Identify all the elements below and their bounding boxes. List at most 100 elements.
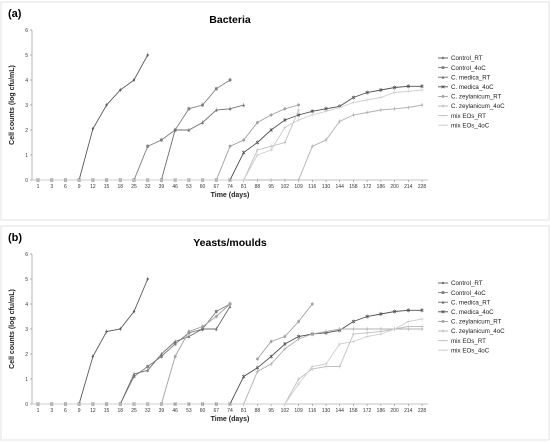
x-tick-label: 3 bbox=[50, 184, 53, 190]
x-tick-label: 6 bbox=[64, 408, 67, 414]
legend-entry: C. medica_RT bbox=[438, 74, 491, 81]
data-point bbox=[173, 342, 177, 346]
data-point bbox=[393, 107, 396, 111]
data-point bbox=[283, 178, 287, 182]
x-tick-label: 15 bbox=[104, 184, 110, 190]
y-axis-label: Cell counts (log cfu/mL) bbox=[9, 65, 16, 145]
data-point bbox=[132, 375, 136, 378]
data-point bbox=[297, 103, 300, 107]
data-point bbox=[283, 342, 287, 346]
data-point bbox=[91, 127, 95, 131]
panel-letter: (a) bbox=[8, 8, 22, 20]
data-point bbox=[214, 87, 218, 91]
x-tick-label: 228 bbox=[418, 184, 427, 190]
x-tick-label: 25 bbox=[131, 184, 137, 190]
data-point bbox=[256, 121, 259, 124]
data-point bbox=[201, 103, 204, 107]
data-point bbox=[283, 347, 287, 351]
legend-label: C. zeylanicum_RT bbox=[451, 94, 502, 101]
legend-entry: C. zeylanicum_4oC bbox=[438, 328, 505, 335]
x-tick-label: 53 bbox=[186, 408, 192, 414]
data-point bbox=[379, 312, 383, 316]
data-point bbox=[283, 118, 287, 122]
data-point bbox=[255, 140, 260, 145]
legend-entry: mix EOs_4oC bbox=[438, 122, 490, 129]
legend-entry: Control_RT bbox=[438, 55, 483, 62]
legend-label: Control_RT bbox=[451, 55, 483, 62]
x-tick-label: 15 bbox=[104, 408, 110, 414]
data-point bbox=[441, 75, 445, 79]
x-tick-label: 32 bbox=[145, 184, 151, 190]
y-tick-label: 1 bbox=[25, 377, 28, 383]
data-point bbox=[310, 109, 314, 113]
y-tick-label: 0 bbox=[25, 178, 28, 184]
x-tick-label: 53 bbox=[186, 184, 192, 190]
data-point bbox=[269, 362, 273, 366]
x-tick-label: 18 bbox=[118, 408, 124, 414]
data-point bbox=[269, 113, 273, 117]
data-point bbox=[324, 138, 328, 142]
data-point bbox=[214, 315, 218, 318]
legend-entry: C. zeylanicum_RT bbox=[438, 319, 502, 326]
y-tick-label: 6 bbox=[25, 252, 28, 258]
data-point bbox=[214, 327, 218, 331]
y-tick-label: 5 bbox=[25, 277, 28, 283]
x-tick-label: 172 bbox=[363, 408, 372, 414]
data-point bbox=[269, 354, 273, 359]
x-tick-label: 46 bbox=[172, 184, 178, 190]
data-point bbox=[365, 90, 369, 95]
legend-label: mix EOs_4oC bbox=[451, 122, 490, 129]
legend-entry: Control_4oC bbox=[438, 65, 486, 72]
x-tick-label: 214 bbox=[404, 408, 413, 414]
data-point bbox=[201, 327, 204, 331]
data-point bbox=[406, 106, 410, 109]
data-point bbox=[365, 111, 369, 114]
legend-label: Control_4oC bbox=[451, 290, 486, 297]
data-point bbox=[441, 56, 445, 60]
x-tick-label: 172 bbox=[363, 184, 372, 190]
x-tick-label: 214 bbox=[404, 184, 413, 190]
x-tick-label: 60 bbox=[200, 408, 206, 414]
x-tick-label: 67 bbox=[214, 184, 220, 190]
data-point bbox=[406, 84, 410, 88]
data-point bbox=[441, 329, 445, 333]
x-tick-label: 81 bbox=[241, 184, 247, 190]
x-tick-label: 67 bbox=[214, 408, 220, 414]
legend-entry: mix EOs_RT bbox=[438, 338, 486, 345]
y-tick-label: 3 bbox=[25, 327, 28, 333]
data-point bbox=[269, 178, 273, 182]
data-point bbox=[214, 310, 218, 313]
legend-label: mix EOs_RT bbox=[451, 338, 486, 345]
x-tick-label: 18 bbox=[118, 184, 124, 190]
data-point bbox=[91, 355, 95, 358]
legend-label: mix EOs_RT bbox=[451, 113, 486, 120]
data-point bbox=[105, 330, 108, 333]
y-tick-label: 3 bbox=[25, 103, 28, 109]
x-tick-label: 95 bbox=[268, 408, 274, 414]
x-tick-label: 39 bbox=[159, 408, 165, 414]
panel-border bbox=[0, 1, 550, 221]
legend-label: Control_4oC bbox=[451, 65, 486, 72]
legend-label: mix EOs_4oC bbox=[451, 347, 490, 354]
data-point bbox=[297, 337, 300, 341]
data-point bbox=[146, 53, 150, 57]
data-point bbox=[256, 178, 259, 182]
data-point bbox=[338, 327, 342, 331]
legend-label: C. zeylanicum_4oC bbox=[451, 328, 505, 335]
data-point bbox=[324, 107, 328, 111]
y-tick-label: 6 bbox=[25, 28, 28, 34]
data-point bbox=[228, 305, 232, 308]
data-point bbox=[441, 104, 445, 108]
data-point bbox=[441, 320, 445, 323]
x-tick-label: 1 bbox=[37, 408, 40, 414]
data-point bbox=[310, 302, 314, 306]
y-axis-label: Cell counts (log cfu/mL) bbox=[9, 289, 16, 369]
x-tick-label: 109 bbox=[294, 184, 303, 190]
data-point bbox=[228, 302, 232, 306]
legend-label: C. medica_4oC bbox=[451, 309, 494, 316]
legend-label: C. zeylanicum_4oC bbox=[451, 103, 505, 110]
data-point bbox=[351, 319, 356, 324]
